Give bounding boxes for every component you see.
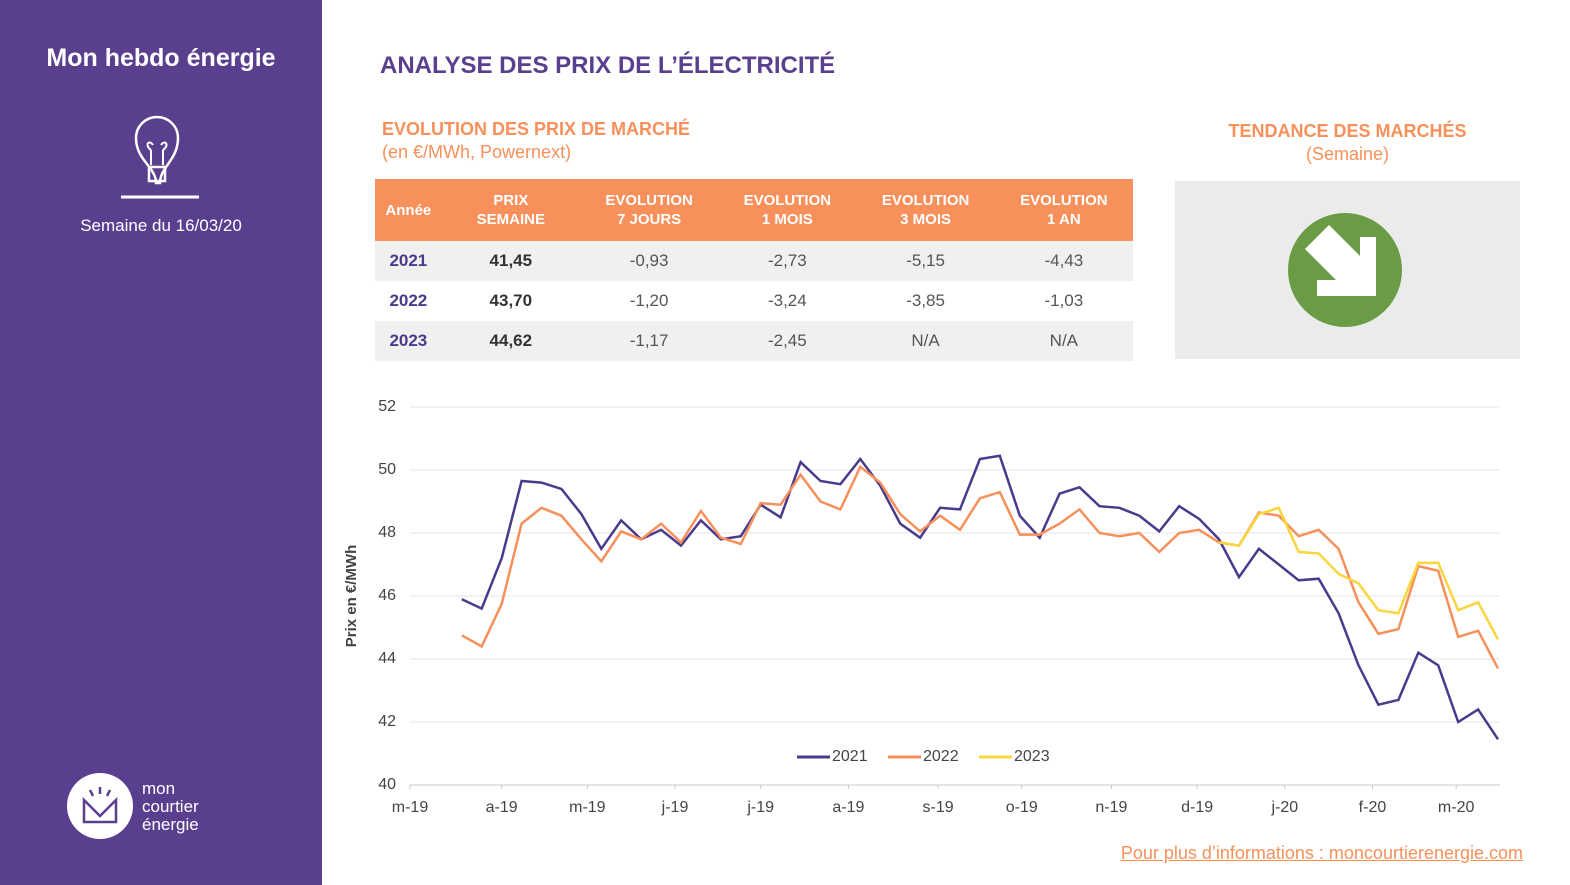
x-tick-label: j-19 (746, 799, 774, 816)
x-tick-label: d-19 (1181, 799, 1213, 816)
y-tick-label: 50 (378, 461, 396, 478)
table-cell: -0,93 (579, 241, 719, 281)
column-header-text: EVOLUTION 1 MOIS (743, 192, 832, 228)
table-title: EVOLUTION DES PRIX DE MARCHÉ (382, 119, 691, 139)
y-tick-label: 52 (378, 398, 396, 415)
table-cell: -2,45 (718, 321, 857, 361)
table-cell: -1,03 (1044, 291, 1084, 310)
y-axis-label: Prix en €/MWh (343, 545, 360, 648)
x-tick-label: f-20 (1359, 799, 1387, 816)
x-tick-label: a-19 (486, 799, 518, 816)
y-tick-label: 48 (378, 524, 396, 541)
trend-subtitle: (Semaine) (1305, 144, 1390, 164)
column-header: EVOLUTION 1 MOIS (718, 179, 857, 241)
x-tick-label: s-19 (922, 799, 953, 816)
trend-arrow (1288, 213, 1402, 327)
table-cell: -4,43 (994, 241, 1133, 281)
x-tick-label: n-19 (1095, 799, 1127, 816)
y-tick-label: 46 (378, 587, 396, 604)
logo-line: énergie (142, 815, 199, 834)
table-cell: 2022 (389, 291, 428, 310)
column-header: EVOLUTION 3 MOIS (856, 179, 995, 241)
sidebar-title: Mon hebdo énergie (46, 44, 276, 72)
table-cell: -1,17 (579, 321, 719, 361)
info-link[interactable]: Pour plus d’informations : moncourtieren… (1120, 843, 1523, 863)
table-cell: 2021 (375, 241, 442, 281)
x-tick-label: m-20 (1438, 799, 1475, 816)
logo-icon (67, 773, 133, 839)
table-cell: -5,15 (856, 241, 995, 281)
x-tick-label: j-20 (1270, 799, 1298, 816)
sidebar: Mon hebdo énergie Semaine du 16/03/20 mo… (0, 0, 322, 885)
column-header-text: EVOLUTION 3 MOIS (881, 192, 970, 228)
series-line (1218, 506, 1500, 641)
series-line (461, 464, 1500, 669)
price-table: Année PRIX SEMAINE EVOLUTION 7 JOURS EVOLUT… (375, 179, 1133, 361)
series-line (461, 454, 1500, 740)
logo-line: courtier (142, 797, 199, 816)
column-header: EVOLUTION 7 JOURS (579, 179, 719, 241)
legend-label: 2022 (923, 748, 959, 765)
column-header-text: EVOLUTION 7 JOURS (605, 192, 693, 228)
column-header: EVOLUTION 1 AN (994, 179, 1133, 241)
table-cell: N/A (856, 321, 995, 361)
sidebar-week: Semaine du 16/03/20 (80, 216, 242, 235)
y-tick-label: 44 (378, 650, 396, 667)
table-cell: -3,85 (906, 291, 945, 310)
x-tick-label: m-19 (569, 799, 606, 816)
trend-box (1175, 181, 1520, 359)
table-cell: 43,70 (489, 291, 533, 310)
table-row: 2022 43,70 -1,20 -3,24 -3,85 -1,03 (375, 281, 1133, 321)
table-cell: -2,73 (718, 241, 857, 281)
legend-label: 2021 (832, 748, 868, 765)
table-cell: -3,24 (767, 291, 807, 310)
x-tick-label: j-19 (661, 799, 689, 816)
column-header-text: EVOLUTION 1 AN (1020, 192, 1108, 228)
main-title: ANALYSE DES PRIX DE L’ÉLECTRICITÉ (380, 52, 836, 79)
logo-text: mon courtier énergie (142, 780, 199, 834)
table-cell: 2023 (375, 321, 442, 361)
bulb-icon (121, 115, 199, 199)
column-header-text: Année (385, 201, 432, 219)
y-tick-label: 40 (378, 776, 396, 793)
y-tick-label: 42 (378, 713, 396, 730)
x-tick-label: a-19 (832, 799, 864, 816)
x-tick-label: o-19 (1006, 799, 1038, 816)
table-cell: N/A (994, 321, 1133, 361)
table-cell: 41,45 (441, 241, 580, 281)
column-header: Année (375, 179, 442, 241)
table-row: 2021 41,45 -0,93 -2,73 -5,15 -4,43 (375, 241, 1133, 281)
trend-title: TENDANCE DES MARCHÉS (1228, 121, 1467, 141)
logo-line: mon (142, 779, 176, 798)
table-row: 2023 44,62 -1,17 -2,45 N/A N/A (375, 321, 1133, 361)
column-header: PRIX SEMAINE (441, 179, 580, 241)
table-cell: -1,20 (629, 291, 669, 310)
table-subtitle: (en €/MWh, Powernext) (382, 142, 572, 162)
column-header-text: PRIX SEMAINE (476, 192, 545, 228)
legend-label: 2023 (1014, 748, 1050, 765)
x-tick-label: m-19 (392, 799, 429, 816)
table-cell: 44,62 (441, 321, 580, 361)
